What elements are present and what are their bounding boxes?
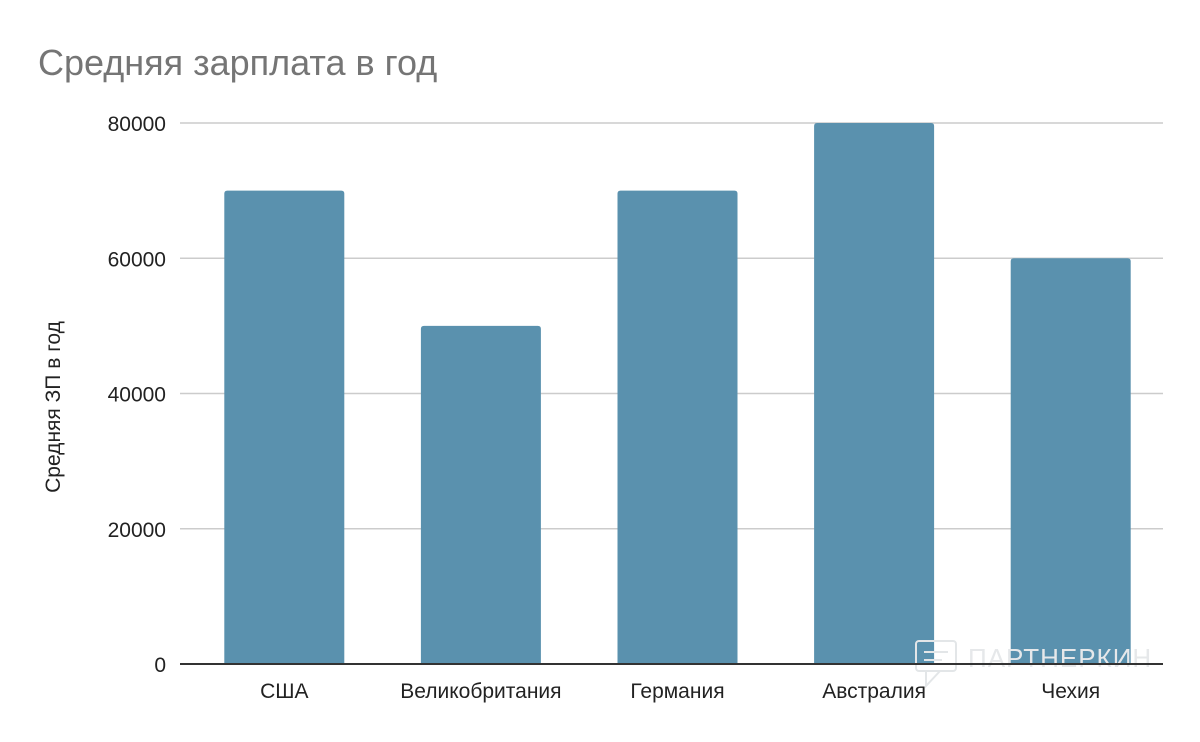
y-axis-label: Средняя ЗП в год [42, 321, 65, 493]
bars [224, 123, 1131, 664]
bar [224, 190, 345, 664]
y-tick-label: 80000 [108, 113, 166, 136]
x-tick-label: Чехия [1041, 680, 1100, 703]
bar [420, 325, 541, 664]
x-tick-label: США [260, 680, 308, 703]
watermark-text: ПАРТНЕРКИН [968, 643, 1152, 673]
y-tick-label: 20000 [108, 519, 166, 542]
bar [617, 190, 738, 664]
chart-title: Средняя зарплата в год [38, 42, 437, 83]
y-tick-label: 40000 [108, 384, 166, 407]
bar [814, 123, 935, 664]
watermark: ПАРТНЕРКИН [915, 640, 1152, 689]
x-tick-label: Германия [630, 680, 724, 703]
y-tick-label: 0 [154, 654, 166, 677]
x-tick-labels: США Великобритания Германия Австралия Чехия [260, 680, 1100, 703]
x-tick-label: Австралия [822, 680, 926, 703]
x-tick-label: Великобритания [400, 680, 561, 703]
bar [1010, 258, 1131, 664]
y-tick-labels: 0 20000 40000 60000 80000 [108, 113, 166, 677]
y-tick-label: 60000 [108, 248, 166, 271]
chat-bubble-icon [915, 640, 957, 689]
